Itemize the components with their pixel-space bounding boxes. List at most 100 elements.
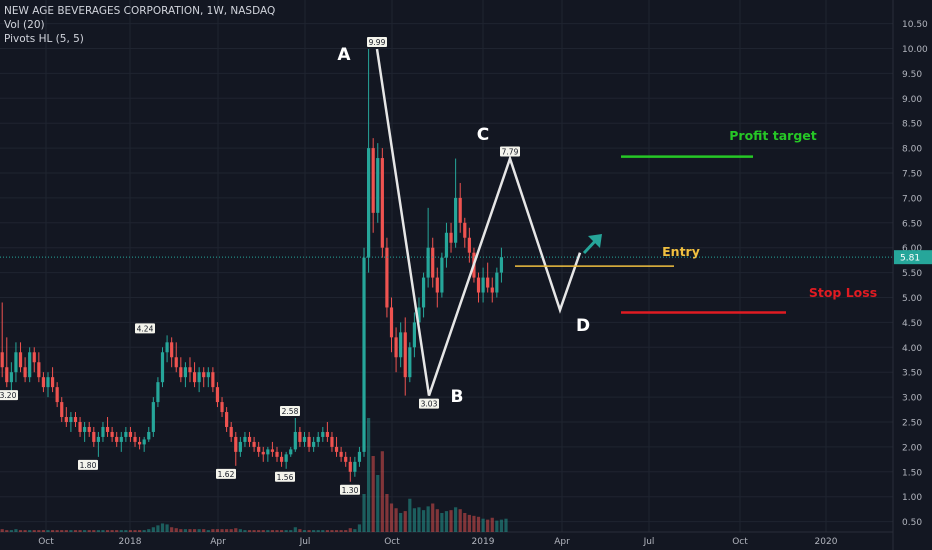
candle-body	[110, 431, 114, 437]
candle-body	[275, 451, 279, 457]
candle-body	[23, 367, 27, 378]
pivot-label: 3.20	[0, 391, 17, 400]
candle-body	[192, 372, 197, 383]
candle-body	[160, 352, 165, 383]
candle-body	[5, 367, 9, 383]
volume-bar	[339, 530, 343, 532]
candle-body	[243, 436, 247, 442]
volume-bar	[252, 530, 256, 532]
y-tick-label: 3.50	[902, 369, 922, 379]
candle-body	[229, 426, 233, 437]
candle-body	[151, 402, 155, 432]
candle-body	[467, 237, 471, 253]
volume-bar	[243, 530, 247, 532]
volume-bar	[60, 530, 64, 532]
volume-bar	[312, 530, 316, 532]
volume-bar	[353, 529, 357, 532]
level-label: Entry	[662, 244, 700, 259]
volume-bar	[454, 507, 458, 532]
volume-bar	[490, 517, 494, 532]
y-tick-label: 8.50	[902, 120, 922, 130]
candle-body	[206, 372, 210, 378]
volume-bar	[458, 509, 462, 532]
candle-body	[50, 377, 55, 388]
last-price-label: 5.81	[900, 254, 920, 264]
volume-bar	[426, 506, 430, 532]
volume-bar	[211, 529, 215, 532]
volume-bar	[234, 528, 238, 532]
candle-body	[486, 277, 490, 288]
candle-body	[170, 342, 174, 358]
candle-body	[421, 277, 426, 308]
pivot-label-box	[280, 406, 300, 417]
volume-bar	[298, 529, 302, 532]
volume-bar	[183, 529, 187, 532]
volume-bar	[289, 530, 293, 532]
volume-bar	[64, 530, 68, 532]
candle-body	[284, 454, 288, 462]
volume-bar	[202, 529, 206, 532]
candle-body	[490, 287, 494, 293]
candle-body	[293, 431, 297, 450]
x-tick-label: Oct	[38, 537, 54, 547]
volume-bar	[440, 513, 444, 532]
candle-body	[225, 412, 229, 427]
volume-bar	[344, 530, 348, 532]
volume-bar	[389, 503, 394, 532]
volume-bar	[412, 508, 416, 532]
volume-bar	[197, 529, 201, 532]
y-tick-label: 9.00	[902, 95, 922, 105]
volume-bar	[215, 529, 220, 532]
volume-bar	[307, 530, 311, 532]
x-tick-label: Oct	[732, 537, 748, 547]
volume-bar	[142, 530, 146, 532]
y-tick-label: 5.00	[902, 294, 922, 304]
volume-bar	[284, 530, 288, 532]
volume-bar	[367, 418, 371, 532]
candle-body	[348, 461, 352, 472]
volume-bar	[46, 530, 50, 532]
candle-body	[9, 372, 13, 383]
candle-body	[238, 441, 242, 452]
candle-body	[96, 436, 100, 442]
volume-bar	[463, 513, 467, 532]
volume-bar	[481, 518, 485, 532]
volume-bar	[449, 510, 453, 532]
volume-bar	[9, 530, 13, 532]
volume-bar	[147, 529, 151, 532]
y-tick-label: 0.50	[902, 518, 922, 528]
abcd-pattern-line	[375, 48, 582, 397]
volume-bar	[385, 494, 389, 532]
y-tick-label: 6.00	[902, 244, 922, 254]
volume-bar	[23, 530, 27, 532]
y-tick-label: 4.50	[902, 319, 922, 329]
pivot-label-box	[419, 398, 439, 409]
candle-body	[0, 352, 4, 368]
volume-bar	[467, 514, 471, 532]
pivot-label-box	[367, 36, 387, 47]
candle-body	[330, 436, 334, 447]
candle-body	[279, 456, 284, 462]
volume-bar	[87, 530, 91, 532]
volume-bar	[69, 530, 73, 532]
candle-body	[289, 449, 293, 455]
volume-bar	[270, 530, 275, 532]
candle-body	[179, 367, 183, 378]
candle-body	[270, 449, 275, 452]
volume-bar	[18, 530, 23, 532]
candle-body	[440, 257, 444, 293]
volume-bar	[101, 530, 105, 532]
candle-body	[367, 148, 371, 258]
candle-body	[124, 431, 128, 437]
volume-bar	[431, 503, 435, 532]
volume-bar	[261, 530, 265, 532]
volume-bar	[170, 527, 174, 532]
volume-bar	[408, 498, 412, 532]
pattern-point-label: C	[477, 125, 489, 145]
pivot-label: 1.62	[218, 470, 235, 479]
candle-body	[55, 387, 59, 403]
candle-body	[325, 431, 329, 437]
last-price-badge	[894, 250, 932, 265]
